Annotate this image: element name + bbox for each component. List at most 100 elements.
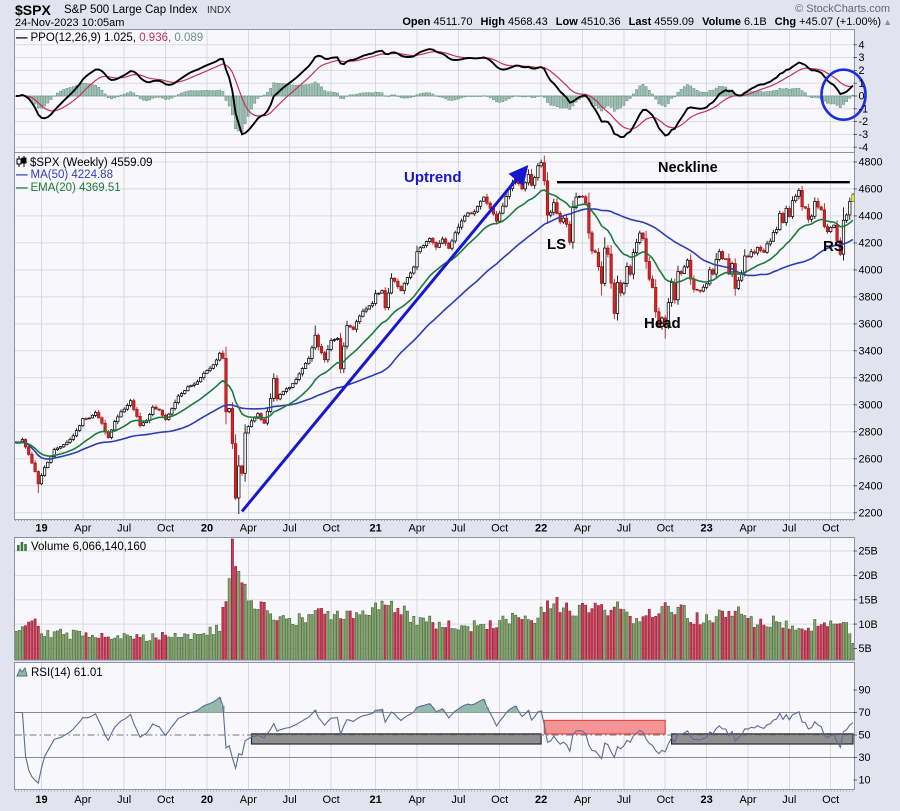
svg-text:Apr: Apr [408, 523, 425, 535]
svg-text:3200: 3200 [859, 372, 883, 384]
price-last: 4559.09 [110, 157, 153, 169]
svg-text:-4: -4 [859, 142, 869, 154]
svg-text:-3: -3 [859, 129, 869, 141]
svg-text:2800: 2800 [859, 426, 883, 438]
symbol: $SPX [15, 2, 51, 18]
left-shoulder-label: LS [547, 236, 567, 253]
svg-text:Apr: Apr [240, 794, 257, 806]
svg-text:2400: 2400 [859, 480, 883, 492]
svg-text:10B: 10B [859, 619, 878, 631]
price-legend: $SPX (Weekly) 4559.09 [16, 156, 153, 171]
rsi-zone-box [670, 733, 854, 745]
svg-text:19: 19 [35, 794, 47, 806]
quote-value: 6.1B [740, 16, 767, 28]
svg-text:Jul: Jul [117, 523, 131, 535]
svg-text:22: 22 [535, 523, 547, 535]
quote-label: High [480, 16, 505, 28]
svg-text:0: 0 [859, 91, 865, 103]
head-label: Head [644, 315, 681, 332]
svg-text:Apr: Apr [574, 523, 591, 535]
volume-label: Volume [31, 541, 70, 553]
ma50-label: MA(50) 4224.88 [30, 169, 113, 181]
svg-text:Oct: Oct [323, 523, 340, 535]
ema20-line [15, 189, 854, 457]
svg-text:Apr: Apr [74, 523, 91, 535]
quote-label: Chg [774, 16, 797, 28]
svg-text:4200: 4200 [859, 238, 883, 250]
svg-text:23: 23 [700, 523, 712, 535]
ppo-panel [15, 48, 854, 139]
svg-text:Apr: Apr [574, 794, 591, 806]
ppo-legend: — PPO(12,26,9) 1.025, 0.936, 0.089 [16, 32, 203, 45]
svg-text:Oct: Oct [157, 794, 174, 806]
ppo-hist-value: 0.089 [174, 32, 204, 44]
svg-text:Apr: Apr [240, 523, 257, 535]
svg-text:-2: -2 [859, 116, 869, 128]
quote-label: Last [628, 16, 652, 28]
svg-text:5B: 5B [859, 643, 872, 655]
svg-text:Jul: Jul [451, 794, 465, 806]
svg-text:Jul: Jul [617, 523, 631, 535]
svg-text:Oct: Oct [822, 794, 839, 806]
copyright: © StockCharts.com [795, 3, 890, 15]
svg-text:4000: 4000 [859, 265, 883, 277]
quote-label: Volume [702, 16, 741, 28]
svg-text:Apr: Apr [408, 794, 425, 806]
rsi-value: 61.01 [73, 667, 103, 679]
svg-text:2: 2 [859, 65, 865, 77]
svg-text:21: 21 [369, 523, 381, 535]
ppo-highlight-ellipse [820, 68, 867, 121]
svg-text:Apr: Apr [739, 794, 756, 806]
svg-text:20B: 20B [859, 570, 878, 582]
svg-text:Oct: Oct [822, 523, 839, 535]
svg-text:3000: 3000 [859, 399, 883, 411]
quote-value: 4511.70 [430, 16, 473, 28]
svg-text:20: 20 [201, 523, 213, 535]
svg-text:Apr: Apr [739, 523, 756, 535]
ema20-swatch: — [16, 182, 28, 194]
quote-value: 4510.36 [577, 16, 621, 28]
uptrend-arrow [240, 164, 529, 513]
quote-value: +45.07 (+1.00%) [796, 16, 882, 28]
right-shoulder-label: RS [823, 238, 844, 255]
svg-text:Jul: Jul [617, 794, 631, 806]
rsi-panel [15, 696, 854, 785]
quote-label: Open [402, 16, 431, 28]
quote-label: Low [555, 16, 578, 28]
ma50-legend: — MA(50) 4224.88 [16, 169, 113, 182]
svg-text:23: 23 [700, 794, 712, 806]
svg-text:4400: 4400 [859, 211, 883, 223]
right-axis: 43210-1-2-3-4480046004400420040003800360… [853, 39, 883, 787]
svg-text:Oct: Oct [157, 523, 174, 535]
svg-text:3600: 3600 [859, 319, 883, 331]
svg-text:25B: 25B [859, 546, 878, 558]
uptrend-label: Uptrend [404, 169, 462, 186]
svg-text:Apr: Apr [74, 794, 91, 806]
svg-text:3400: 3400 [859, 345, 883, 357]
area-chart-icon [16, 666, 28, 681]
rsi-zone-box [250, 733, 542, 745]
svg-text:4: 4 [859, 39, 865, 51]
svg-text:Jul: Jul [283, 523, 297, 535]
svg-text:Oct: Oct [657, 523, 674, 535]
svg-text:2200: 2200 [859, 507, 883, 519]
svg-text:3: 3 [859, 52, 865, 64]
quote-value: 4559.09 [651, 16, 695, 28]
svg-text:50: 50 [859, 730, 871, 742]
svg-text:3800: 3800 [859, 292, 883, 304]
svg-text:Oct: Oct [491, 794, 508, 806]
rsi-line [16, 696, 854, 785]
volume-value: 6,066,140,160 [72, 541, 147, 553]
ppo-value: 1.025, [104, 32, 137, 44]
ppo-label: PPO(12,26,9) [30, 32, 101, 44]
svg-text:2600: 2600 [859, 453, 883, 465]
chart-datetime: 24-Nov-2023 10:05am [15, 17, 125, 29]
svg-text:90: 90 [859, 685, 871, 697]
candlestick-icon [16, 156, 27, 171]
neckline-label: Neckline [658, 160, 718, 176]
svg-text:30: 30 [859, 752, 871, 764]
svg-text:Jul: Jul [117, 794, 131, 806]
ema20-legend: — EMA(20) 4369.51 [16, 182, 121, 195]
